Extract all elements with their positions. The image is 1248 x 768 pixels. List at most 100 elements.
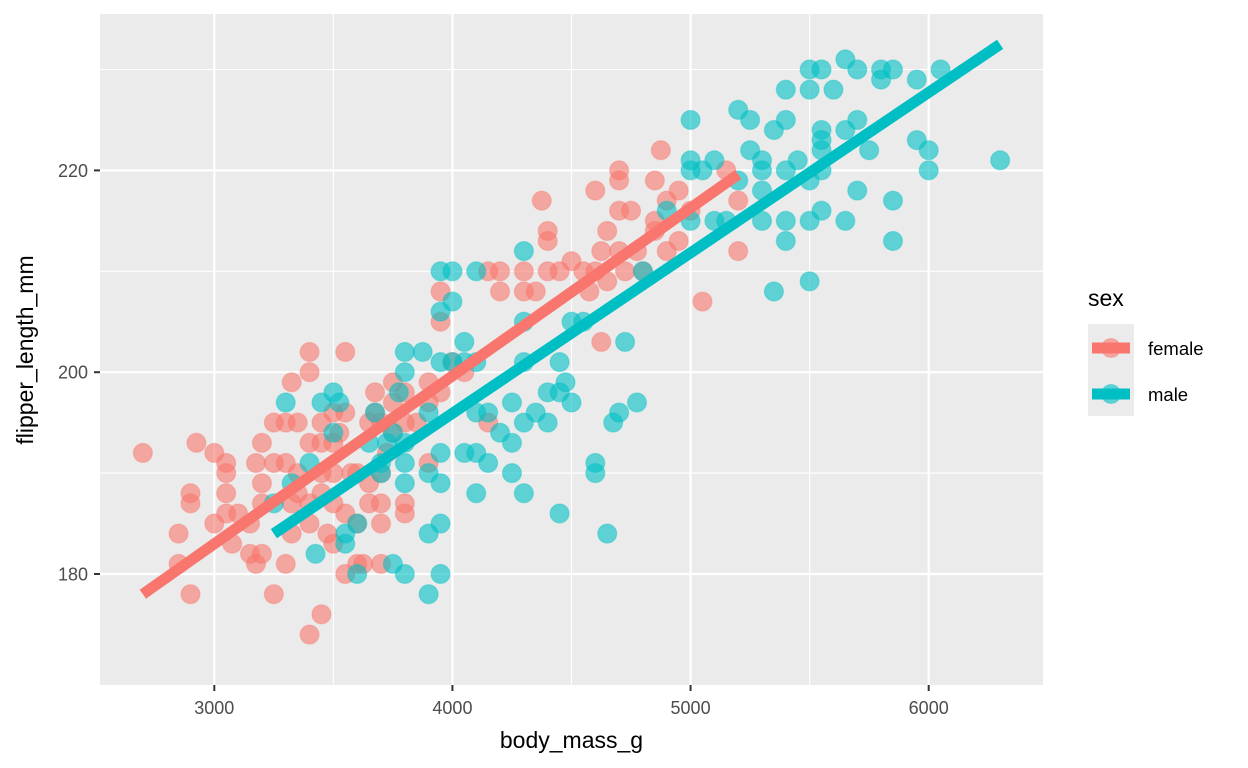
data-point (561, 392, 582, 413)
data-point (180, 483, 201, 504)
data-point (412, 341, 433, 363)
data-point (275, 392, 296, 413)
data-point (180, 584, 201, 605)
data-point (609, 402, 630, 423)
legend-key-male (1092, 384, 1130, 404)
data-point (454, 331, 475, 353)
data-point (990, 150, 1011, 171)
data-point (597, 523, 618, 544)
data-point (811, 59, 832, 80)
data-point (692, 291, 713, 312)
data-point (680, 109, 701, 131)
data-point (882, 230, 904, 252)
data-point (216, 452, 237, 474)
legend-label-male: male (1148, 384, 1188, 405)
data-point (787, 150, 808, 171)
data-point (835, 210, 856, 231)
x-axis: 3000 4000 5000 6000 (194, 685, 949, 718)
y-tick-label: 180 (58, 565, 88, 585)
data-point (323, 422, 344, 443)
data-point (728, 241, 749, 262)
data-point (626, 392, 648, 413)
data-point (489, 281, 511, 302)
data-point (281, 372, 302, 393)
legend-label-female: female (1148, 338, 1204, 359)
data-point (394, 503, 415, 524)
data-point (287, 412, 308, 433)
data-point (918, 140, 939, 161)
data-point (614, 331, 636, 353)
data-point (597, 220, 618, 242)
data-point (299, 624, 320, 645)
data-point (335, 341, 356, 363)
data-point (668, 230, 689, 252)
x-axis-title: body_mass_g (500, 727, 643, 753)
data-point (501, 392, 523, 413)
data-point (799, 79, 820, 100)
x-tick-label: 3000 (194, 698, 234, 718)
y-axis-title: flipper_length_mm (12, 255, 38, 444)
data-point (466, 483, 487, 504)
legend-title: sex (1088, 285, 1124, 311)
x-tick-label: 5000 (671, 698, 711, 718)
data-point (347, 513, 368, 534)
fit-line-male (270, 39, 1004, 539)
data-point (525, 281, 546, 302)
data-point (882, 190, 904, 211)
data-point (364, 382, 386, 403)
data-point (489, 261, 511, 282)
data-point (847, 180, 868, 201)
data-point (478, 452, 499, 474)
data-point (847, 109, 868, 131)
data-point (311, 604, 332, 625)
data-point (394, 473, 415, 494)
data-point (775, 109, 796, 131)
data-point (739, 109, 761, 131)
data-point (186, 432, 207, 453)
data-point (585, 463, 606, 484)
data-point (501, 432, 523, 453)
data-point (394, 563, 415, 585)
data-point (882, 59, 904, 80)
data-point (251, 432, 273, 453)
data-point (430, 563, 451, 585)
data-point (370, 513, 392, 534)
data-point (418, 402, 439, 423)
data-point (823, 79, 844, 100)
data-point (775, 210, 796, 231)
y-tick-label: 220 (58, 161, 88, 181)
legend: sex female male (1088, 285, 1204, 416)
data-point (132, 442, 153, 464)
data-point (442, 291, 463, 312)
data-point (513, 241, 534, 262)
data-point (418, 584, 439, 605)
data-point (549, 352, 570, 373)
data-point (501, 463, 523, 484)
x-tick-label: 6000 (909, 698, 949, 718)
data-point (513, 261, 534, 282)
data-point (555, 372, 576, 393)
data-point (704, 150, 725, 171)
data-point (859, 140, 880, 161)
legend-key-female (1092, 338, 1130, 358)
data-point (585, 180, 606, 201)
data-point (906, 69, 927, 90)
data-point (430, 442, 451, 464)
data-point (591, 241, 612, 262)
data-point (775, 230, 796, 252)
data-point (537, 412, 558, 433)
fit-lines (139, 39, 1004, 599)
data-point (430, 513, 451, 534)
data-point (799, 271, 820, 292)
data-point (513, 483, 534, 504)
data-point (364, 402, 386, 423)
data-point (394, 362, 415, 383)
data-point (299, 362, 320, 383)
data-point (263, 584, 284, 605)
data-point (168, 523, 189, 544)
data-point (751, 160, 773, 181)
y-tick-label: 200 (58, 363, 88, 383)
data-point (251, 543, 273, 564)
data-point (335, 533, 356, 554)
